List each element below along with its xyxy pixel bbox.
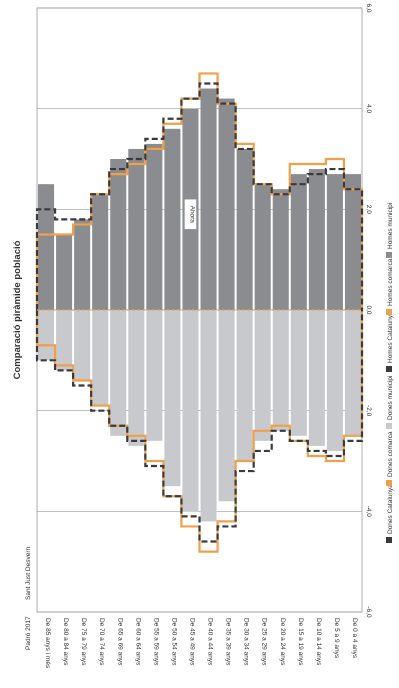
annotation-box (184, 199, 197, 230)
source-label: Padró 2017 (25, 616, 32, 650)
bar-dones-municipi (254, 310, 271, 441)
bar-dones-municipi (92, 310, 109, 406)
bar-dones-municipi (218, 310, 235, 502)
bar-dones-municipi (110, 310, 127, 436)
bar-dones-municipi (200, 310, 217, 522)
value-tick-label: 2,0 (365, 205, 372, 214)
legend-label: Dones Catalunya (387, 484, 394, 534)
value-tick-label: -2,0 (365, 405, 372, 417)
bar-dones-municipi (308, 310, 325, 446)
category-label: De 15 a 19 anys (297, 618, 304, 666)
legend-swatch (386, 537, 392, 543)
bar-dones-municipi (164, 310, 181, 487)
legend-swatch (386, 252, 392, 258)
bar-homes-municipi (200, 88, 217, 311)
category-label: De 50 a 54 anys (170, 618, 177, 666)
bar-homes-municipi (236, 148, 253, 310)
value-tick-label: -6,0 (365, 606, 372, 618)
bar-homes-municipi (308, 169, 325, 310)
category-label: De 10 a 14 anys (315, 618, 322, 666)
category-label: De 35 a 39 anys (225, 618, 232, 666)
bar-homes-municipi (218, 98, 235, 310)
location-label: Sant Just Desvern (25, 547, 32, 600)
bar-homes-municipi (164, 128, 181, 310)
labels-layer: 6,0 4,0 2,0 0,0 -2,0 -4,0 -6,0 De 85 anys i més… (12, 3, 394, 668)
bar-dones-municipi (344, 310, 361, 436)
legend-swatch (386, 366, 392, 372)
category-label: De 75 a 79 anys (80, 618, 87, 666)
plot-area (35, 7, 364, 613)
bar-homes-municipi (290, 174, 307, 310)
category-label: De 5 a 9 anys (333, 618, 340, 659)
category-label: De 0 a 4 anys (351, 618, 358, 659)
category-label: De 20 a 24 anys (279, 618, 286, 666)
legend-swatch (386, 309, 392, 315)
bar-dones-municipi (74, 310, 91, 381)
value-tick-label: -4,0 (365, 506, 372, 518)
chart-title: Comparació piràmide població (12, 240, 23, 379)
bar-dones-municipi (290, 310, 307, 436)
category-label: De 70 a 74 anys (98, 618, 105, 666)
bar-homes-municipi (128, 148, 145, 310)
bar-dones-municipi (326, 310, 343, 451)
bar-dones-municipi (182, 310, 199, 512)
bar-dones-municipi (38, 310, 55, 361)
series-line-homes-catalunya (35, 82, 364, 310)
bar-homes-municipi (326, 174, 343, 310)
bar-homes-municipi (344, 174, 361, 310)
legend-swatch (386, 480, 392, 486)
bar-dones-municipi (56, 310, 73, 371)
bar-homes-municipi (272, 189, 289, 310)
legend-label: Dones municipi (387, 376, 394, 420)
series-line-dones-catalunya (35, 310, 364, 543)
bar-homes-municipi (254, 184, 271, 310)
legend-swatch (386, 423, 392, 429)
category-label: De 45 a 49 anys (188, 618, 195, 666)
bar-homes-municipi (110, 159, 127, 310)
category-label: De 30 a 34 anys (243, 618, 250, 666)
annotation-label: Ahora (188, 206, 195, 224)
legend-label: Homes Catalunya (387, 311, 394, 363)
bar-homes-municipi (92, 194, 109, 310)
legend-label: Homes municipi (387, 203, 394, 249)
bar-homes-municipi (146, 143, 163, 310)
legend-label: Homes comarca (387, 258, 394, 306)
category-label: De 85 anys i més (44, 618, 51, 669)
value-tick-label: 6,0 (365, 3, 372, 12)
bar-homes-municipi (38, 184, 55, 310)
category-label: De 65 a 69 anys (116, 618, 123, 666)
bar-homes-municipi (74, 219, 91, 310)
category-label: De 25 a 29 anys (261, 618, 268, 666)
bar-dones-municipi (146, 310, 163, 441)
bar-dones-municipi (128, 310, 145, 446)
value-tick-label: 4,0 (365, 104, 372, 113)
category-label: De 40 a 44 anys (207, 618, 214, 666)
bar-homes-municipi (56, 234, 73, 310)
bar-dones-municipi (272, 310, 289, 431)
value-tick-label: 0,0 (365, 305, 372, 314)
category-label: De 55 a 59 anys (152, 618, 159, 666)
bar-dones-municipi (236, 310, 253, 461)
legend-label: Dones comarca (387, 431, 394, 477)
category-label: De 60 a 64 anys (134, 618, 141, 666)
category-label: De 80 a 84 anys (62, 618, 69, 666)
